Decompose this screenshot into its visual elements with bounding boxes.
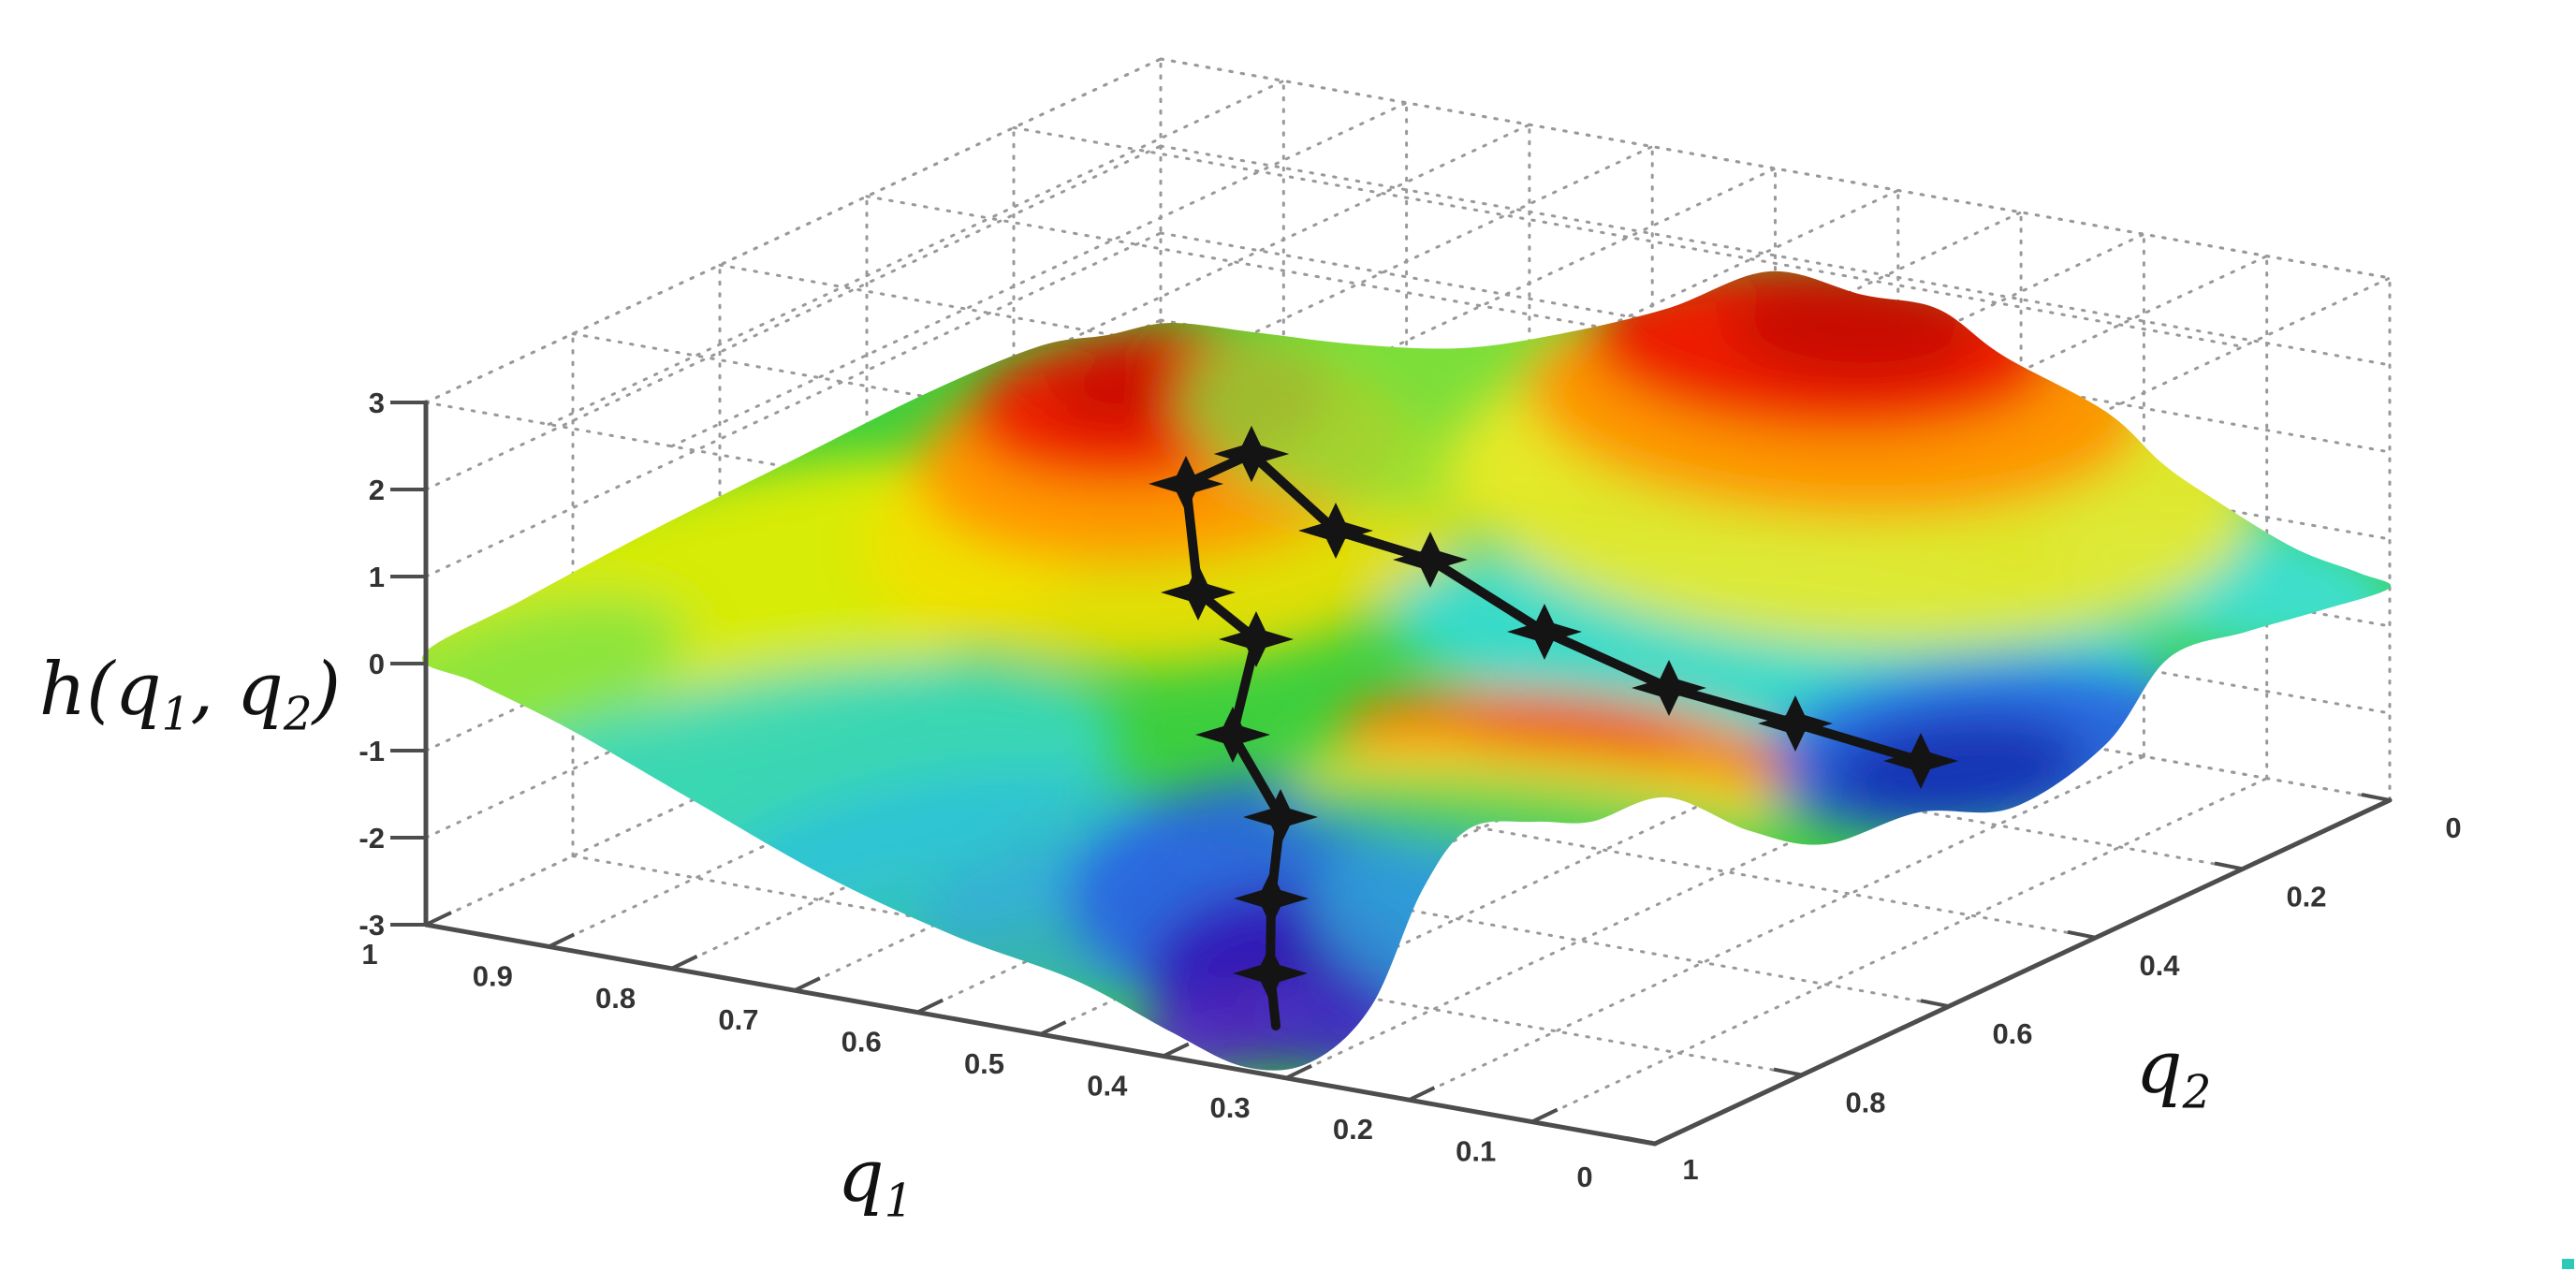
q1-tick-label: 1 xyxy=(361,938,377,971)
q2-tick-label: 0.8 xyxy=(1845,1087,1885,1119)
star-marker xyxy=(1243,789,1318,845)
star-marker xyxy=(1233,945,1308,1001)
star-marker xyxy=(1758,695,1833,752)
z-tick-label: -2 xyxy=(359,822,385,855)
q1-tick-label: 0.8 xyxy=(595,982,636,1015)
star-marker xyxy=(1219,611,1294,667)
z-tick-label: 1 xyxy=(369,561,385,593)
z-axis-label: h(q1, q2) xyxy=(38,648,342,741)
z-tick-label: -1 xyxy=(359,735,385,767)
star-marker xyxy=(1161,564,1236,621)
q1-tick-label: 0.9 xyxy=(473,959,513,992)
star-marker xyxy=(1632,660,1706,716)
q2-tick-label: 0 xyxy=(2445,811,2461,844)
q2-tick-label: 0.6 xyxy=(1992,1017,2032,1050)
q1-tick-label: 0.4 xyxy=(1087,1069,1128,1102)
q1-tick-label: 0.2 xyxy=(1333,1113,1373,1146)
q2-tick-label: 0.4 xyxy=(2139,949,2180,982)
q1-tick-label: 0.7 xyxy=(718,1003,758,1036)
q2-axis-line xyxy=(1652,797,2393,1147)
z-tick-label: 0 xyxy=(369,648,385,680)
star-marker xyxy=(1298,503,1373,559)
star-marker xyxy=(1507,604,1582,660)
star-marker xyxy=(1234,870,1309,927)
q1-tick-label: 0.5 xyxy=(964,1047,1004,1080)
path-right-valley xyxy=(1214,426,1958,789)
z-tick-label: 3 xyxy=(369,387,385,419)
star-marker xyxy=(1393,532,1468,588)
q2-tick-label: 1 xyxy=(1682,1153,1698,1186)
z-tick-label: 2 xyxy=(369,474,385,506)
surface-colormap xyxy=(360,261,2404,1100)
q2-tick-label: 0.2 xyxy=(2286,880,2326,913)
star-marker xyxy=(1214,426,1289,482)
corner-artifact xyxy=(2562,1259,2574,1269)
star-marker xyxy=(1883,733,1958,789)
x-axis-label: q1 xyxy=(837,1134,914,1228)
q1-tick-label: 0.1 xyxy=(1456,1135,1496,1168)
q1-tick-label: 0.6 xyxy=(842,1026,882,1059)
q1-tick-label: 0 xyxy=(1576,1161,1592,1193)
y-axis-label: q2 xyxy=(2135,1026,2212,1119)
z-tick-label: -3 xyxy=(359,909,385,942)
star-marker xyxy=(1195,707,1270,763)
star-marker xyxy=(1149,456,1223,512)
tick-marks xyxy=(390,401,2391,1146)
q1-tick-label: 0.3 xyxy=(1210,1091,1251,1124)
